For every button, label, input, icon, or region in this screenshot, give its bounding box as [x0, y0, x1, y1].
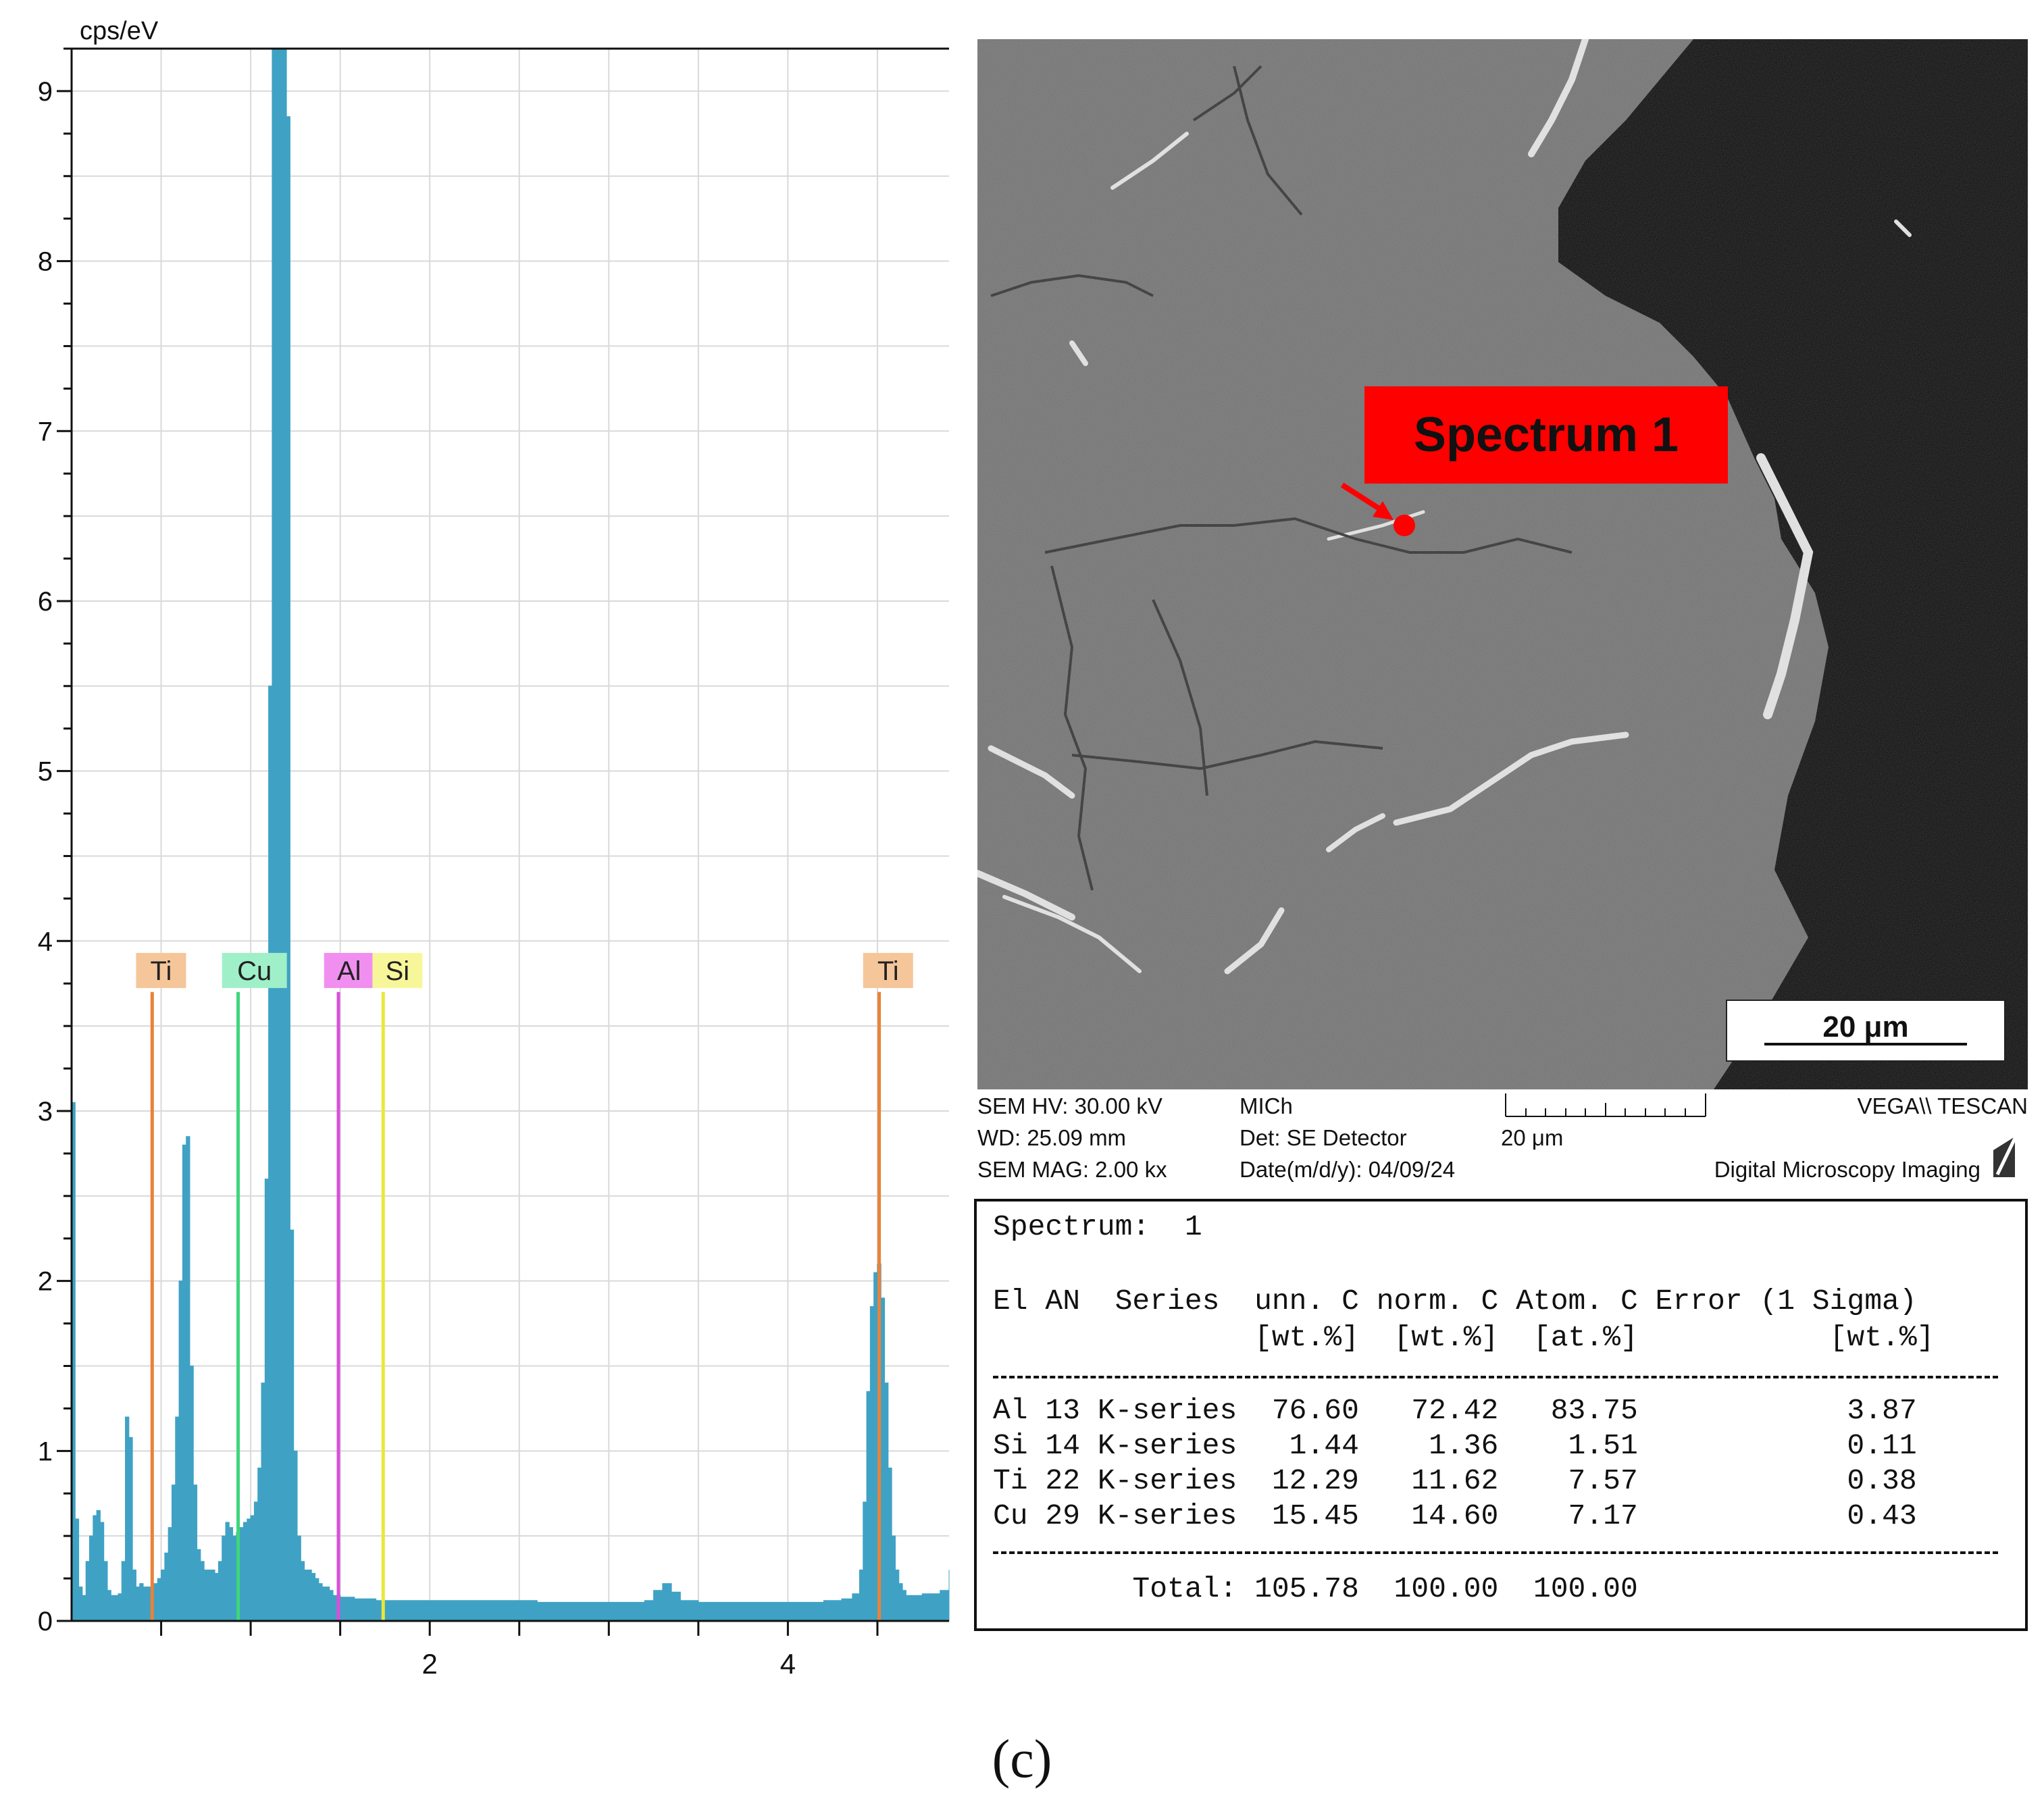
- panel-label: (c): [992, 1730, 1052, 1789]
- sem-mag: SEM MAG: 2.00 kx: [977, 1157, 1167, 1182]
- y-tick-label: 5: [38, 757, 53, 787]
- element-tag-label: Al: [337, 956, 361, 986]
- results-header-1: El AN Series unn. C norm. C Atom. C Erro…: [993, 1285, 1917, 1318]
- y-tick-label: 9: [38, 77, 53, 107]
- element-tag: [136, 952, 186, 988]
- element-tag: [372, 952, 423, 988]
- element-tag-label: Si: [386, 956, 410, 986]
- scale-bar-box: 20 μm: [1726, 1000, 2005, 1062]
- scale-bar-label: 20 μm: [1822, 1010, 1909, 1043]
- results-divider: [993, 1551, 1998, 1554]
- results-row: Cu 29 K-series 15.45 14.60 7.17 0.43: [993, 1499, 1917, 1532]
- results-divider: [993, 1376, 1998, 1378]
- eds-spectrum-chart: Ti Cu Al Si Ti 0 1 2 3 4 5 6 7 8 9 2 4 cps/eV: [0, 0, 959, 1729]
- sem-detector: Det: SE Detector: [1240, 1125, 1407, 1150]
- y-tick-label: 4: [38, 927, 53, 956]
- grid: [72, 49, 949, 1621]
- element-tag-label: Ti: [151, 956, 172, 986]
- y-tick-label: 7: [38, 417, 53, 446]
- results-row: Al 13 K-series 76.60 72.42 83.75 3.87: [993, 1394, 1917, 1427]
- sem-brand: VEGA\\ TESCAN: [1857, 1093, 2028, 1118]
- scale-ruler: [1505, 1093, 1706, 1117]
- element-tag: [324, 952, 374, 988]
- x-tick-label: 2: [422, 1648, 438, 1680]
- axes: 0 1 2 3 4 5 6 7 8 9 2 4: [38, 47, 949, 1680]
- element-tag: [863, 952, 913, 988]
- sem-user: MICh: [1240, 1093, 1293, 1118]
- spectrum-histogram: [71, 48, 950, 1622]
- y-tick-label: 0: [38, 1607, 53, 1636]
- results-header-2: [wt.%] [wt.%] [at.%] [wt.%]: [993, 1321, 1935, 1354]
- x-tick-label: 4: [780, 1648, 796, 1680]
- sem-scale-text: 20 μm: [1501, 1125, 1564, 1150]
- spectrum-marker: [1394, 515, 1415, 536]
- results-total: Total: 105.78 100.00 100.00: [993, 1572, 1638, 1605]
- y-tick-label: 1: [38, 1437, 53, 1466]
- scale-bar-line: [1764, 1043, 1967, 1045]
- y-tick-label: 2: [38, 1267, 53, 1297]
- sem-image: [977, 39, 2028, 1089]
- eds-spectrum-svg: Ti Cu Al Si Ti 0 1 2 3 4 5 6 7 8 9 2 4 cps/eV: [38, 17, 950, 1680]
- eds-results-box: Spectrum: 1 El AN Series unn. C norm. C …: [974, 1199, 2028, 1631]
- element-tag-label: Ti: [877, 956, 899, 986]
- y-tick-label: 8: [38, 247, 53, 277]
- results-row: Ti 22 K-series 12.29 11.62 7.57 0.38: [993, 1464, 1917, 1497]
- sem-brand-sub: Digital Microscopy Imaging: [1714, 1157, 1981, 1182]
- y-tick-label: 6: [38, 587, 53, 617]
- sem-hv: SEM HV: 30.00 kV: [977, 1093, 1162, 1118]
- sem-wd: WD: 25.09 mm: [977, 1125, 1127, 1150]
- sem-micrograph: [977, 39, 2028, 1089]
- element-tag-label: Cu: [237, 956, 272, 986]
- spectrum-series: [71, 48, 950, 1622]
- element-tag: [222, 952, 287, 988]
- y-axis-label: cps/eV: [80, 17, 159, 45]
- y-tick-label: 3: [38, 1097, 53, 1127]
- sem-info-bar: SEM HV: 30.00 kV WD: 25.09 mm SEM MAG: 2…: [977, 1089, 2028, 1187]
- element-lines: Ti Cu Al Si Ti: [136, 952, 913, 1621]
- results-spectrum-line: Spectrum: 1: [993, 1210, 1202, 1243]
- spectrum-label: Spectrum 1: [1364, 386, 1728, 484]
- results-row: Si 14 K-series 1.44 1.36 1.51 0.11: [993, 1429, 1917, 1462]
- tescan-logo-icon: [1993, 1131, 2020, 1177]
- sem-date: Date(m/d/y): 04/09/24: [1240, 1157, 1456, 1182]
